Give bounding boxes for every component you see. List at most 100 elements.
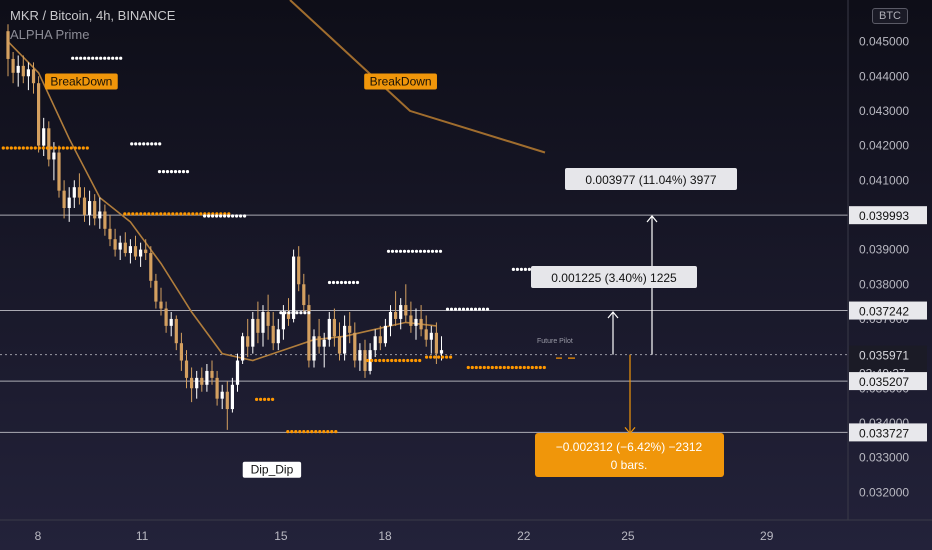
dot [326, 430, 330, 434]
candle[interactable] [88, 190, 92, 226]
candle[interactable] [363, 339, 367, 378]
candle[interactable] [164, 301, 168, 333]
candle[interactable] [210, 360, 214, 385]
candle[interactable] [353, 322, 357, 368]
candle[interactable] [399, 298, 403, 330]
candle-body [358, 350, 362, 361]
candle[interactable] [98, 197, 102, 229]
candle[interactable] [337, 322, 342, 361]
candle[interactable] [47, 121, 51, 167]
candle[interactable] [6, 24, 10, 77]
candle[interactable] [230, 377, 234, 413]
candle[interactable] [205, 364, 209, 392]
currency-badge[interactable]: BTC [872, 8, 908, 24]
candle[interactable] [419, 305, 423, 337]
candle[interactable] [220, 384, 224, 410]
measurement-up-large[interactable]: 0.003977 (11.04%) 3977 [565, 168, 737, 355]
candle[interactable] [235, 353, 240, 392]
candle[interactable] [57, 145, 61, 198]
candle[interactable] [82, 187, 87, 222]
candle[interactable] [113, 228, 117, 257]
candle[interactable] [404, 284, 408, 323]
candle[interactable] [434, 322, 438, 364]
candle[interactable] [118, 235, 122, 260]
candle[interactable] [424, 315, 428, 347]
candle[interactable] [195, 370, 199, 399]
candle[interactable] [37, 76, 41, 153]
candle[interactable] [215, 370, 219, 406]
candle[interactable] [184, 350, 189, 389]
candle[interactable] [42, 117, 46, 156]
candle[interactable] [307, 294, 311, 368]
candle[interactable] [108, 214, 112, 247]
candle[interactable] [246, 318, 250, 358]
dot [327, 280, 332, 285]
candle[interactable] [343, 315, 347, 361]
candle[interactable] [169, 312, 173, 337]
candle[interactable] [251, 312, 255, 354]
candle[interactable] [93, 194, 97, 226]
candle[interactable] [139, 242, 143, 267]
candle[interactable] [190, 367, 194, 403]
candle[interactable] [322, 332, 326, 368]
candle[interactable] [21, 55, 25, 84]
candle[interactable] [128, 239, 132, 264]
candle[interactable] [394, 291, 398, 326]
candle[interactable] [414, 308, 418, 340]
candle[interactable] [281, 305, 285, 340]
candle[interactable] [16, 55, 20, 87]
candle[interactable] [144, 239, 148, 260]
candle[interactable] [261, 305, 265, 347]
candle[interactable] [317, 318, 321, 354]
candle[interactable] [174, 315, 178, 351]
time-axis[interactable]: 8 11 15 18 22 25 29 [0, 519, 932, 543]
candle[interactable] [103, 204, 107, 236]
candle[interactable] [200, 367, 204, 392]
candle[interactable] [409, 301, 413, 333]
candle[interactable] [154, 273, 158, 309]
candle[interactable] [72, 180, 76, 208]
candle[interactable] [327, 312, 331, 347]
dot [203, 214, 207, 218]
candle[interactable] [11, 52, 15, 84]
candle[interactable] [429, 325, 433, 354]
candle[interactable] [225, 381, 229, 430]
candle[interactable] [77, 173, 81, 205]
candles[interactable] [6, 24, 444, 430]
candle[interactable] [123, 232, 127, 257]
dot [290, 430, 294, 434]
candle[interactable] [292, 249, 296, 323]
candle[interactable] [67, 187, 71, 222]
candle[interactable] [368, 343, 372, 375]
candle[interactable] [388, 305, 393, 337]
candle[interactable] [271, 312, 275, 351]
candle[interactable] [348, 312, 352, 344]
candle[interactable] [297, 246, 301, 292]
candle[interactable] [312, 329, 316, 368]
candle[interactable] [159, 287, 163, 316]
candle[interactable] [383, 318, 387, 347]
candle[interactable] [31, 62, 36, 94]
candle[interactable] [332, 308, 336, 347]
candle[interactable] [149, 246, 153, 288]
candle-body [378, 336, 382, 344]
candle[interactable] [179, 332, 183, 371]
candle[interactable] [373, 329, 377, 358]
measurement-down[interactable]: −0.002312 (−6.42%) −2312 0 bars. [535, 354, 724, 477]
measurement-up-small[interactable]: 0.001225 (3.40%) 1225 [531, 266, 697, 355]
candle[interactable] [241, 332, 245, 364]
dot [123, 212, 127, 216]
candle[interactable] [378, 325, 382, 351]
candle[interactable] [26, 62, 30, 91]
price-axis[interactable]: 0.045000 0.044000 0.043000 0.042000 0.041000… [847, 0, 927, 520]
candle[interactable] [358, 343, 362, 371]
dot [73, 146, 77, 150]
candle[interactable] [256, 301, 260, 344]
candle[interactable] [276, 318, 280, 351]
candle[interactable] [62, 180, 66, 219]
candle[interactable] [266, 294, 270, 340]
candle[interactable] [133, 235, 138, 260]
measurements[interactable]: 0.003977 (11.04%) 3977 0.001225 (3.40%) 1… [531, 168, 737, 477]
candle[interactable] [302, 273, 306, 312]
